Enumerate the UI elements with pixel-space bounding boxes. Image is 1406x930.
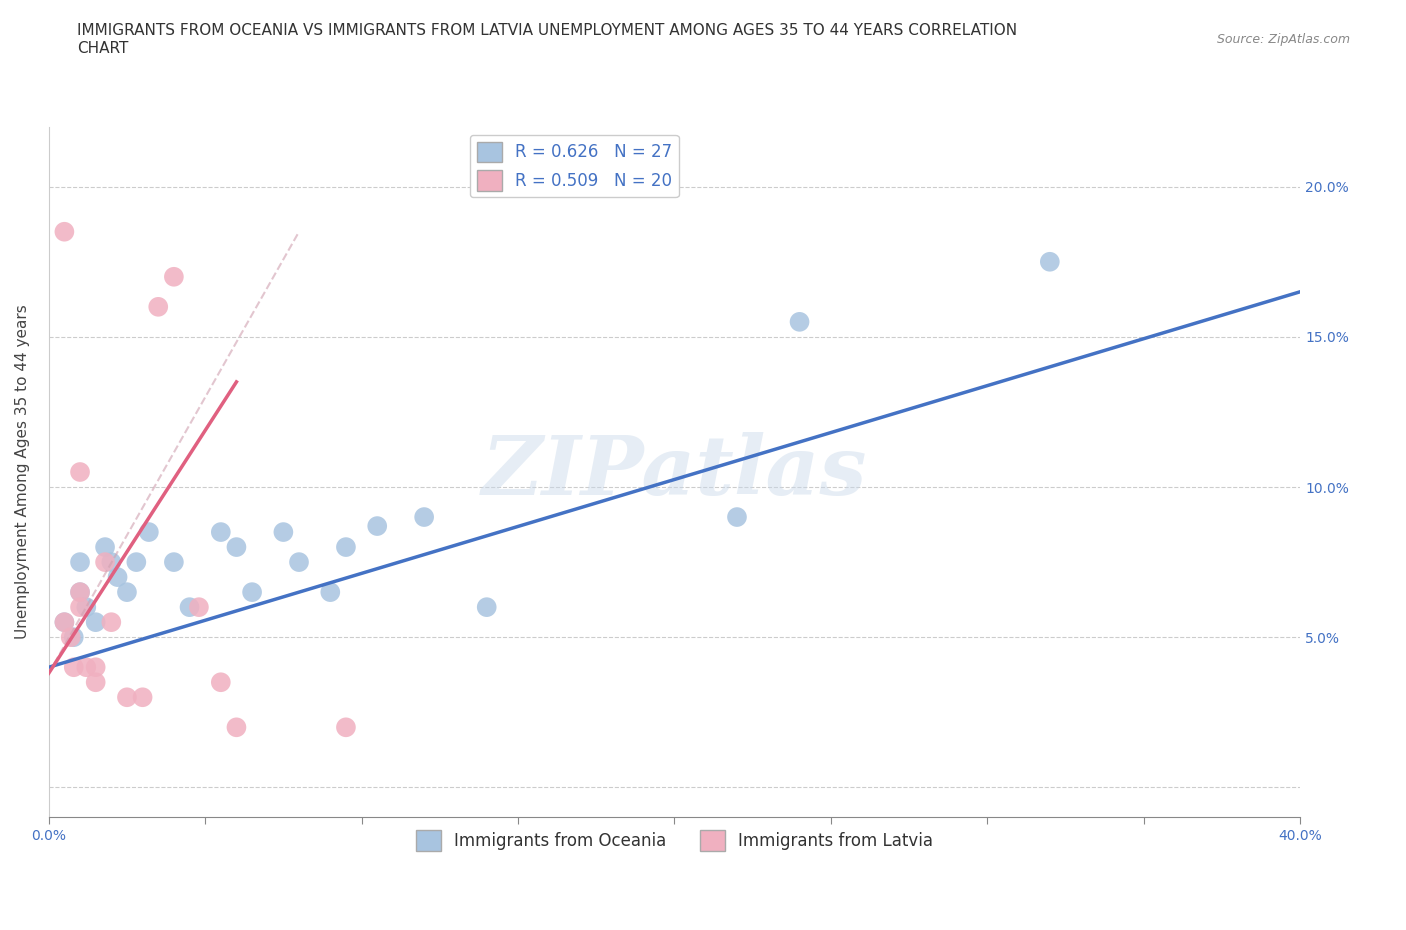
Point (789, 314, 811, 329)
Point (187, 600, 209, 615)
Point (413, 510, 436, 525)
Point (125, 554, 148, 569)
Point (69, 465, 91, 480)
Point (84, 675, 107, 690)
Point (163, 270, 186, 285)
Point (319, 585, 342, 600)
Point (59, 630, 82, 644)
Point (288, 554, 311, 569)
Legend: Immigrants from Oceania, Immigrants from Latvia: Immigrants from Oceania, Immigrants from… (409, 824, 939, 857)
Point (100, 615, 122, 630)
Point (94, 539, 117, 554)
Text: IMMIGRANTS FROM OCEANIA VS IMMIGRANTS FROM LATVIA UNEMPLOYMENT AMONG AGES 35 TO : IMMIGRANTS FROM OCEANIA VS IMMIGRANTS FR… (77, 23, 1018, 56)
Point (209, 675, 232, 690)
Point (131, 690, 153, 705)
Point (273, 525, 295, 539)
Point (115, 690, 138, 705)
Point (69, 585, 91, 600)
Point (53, 615, 76, 630)
Point (100, 554, 122, 569)
Point (69, 600, 91, 615)
Point (115, 585, 138, 600)
Point (138, 525, 160, 539)
Point (725, 510, 748, 525)
Point (179, 600, 201, 615)
Point (225, 539, 247, 554)
Point (84, 615, 107, 630)
Point (225, 720, 247, 735)
Point (107, 570, 129, 585)
Point (62, 659, 84, 674)
Point (53, 224, 76, 239)
Point (366, 519, 388, 534)
Point (75, 659, 97, 674)
Point (69, 554, 91, 569)
Point (1039, 254, 1062, 269)
Point (69, 585, 91, 600)
Point (75, 600, 97, 615)
Point (94, 554, 117, 569)
Point (84, 659, 107, 674)
Point (335, 539, 357, 554)
Point (209, 525, 232, 539)
Point (240, 585, 263, 600)
Point (475, 600, 498, 615)
Point (53, 615, 76, 630)
Point (163, 554, 186, 569)
Text: Source: ZipAtlas.com: Source: ZipAtlas.com (1216, 33, 1350, 46)
Point (335, 720, 357, 735)
Point (148, 299, 170, 314)
Point (62, 630, 84, 644)
Text: ZIPatlas: ZIPatlas (482, 432, 868, 512)
Y-axis label: Unemployment Among Ages 35 to 44 years: Unemployment Among Ages 35 to 44 years (15, 305, 30, 640)
